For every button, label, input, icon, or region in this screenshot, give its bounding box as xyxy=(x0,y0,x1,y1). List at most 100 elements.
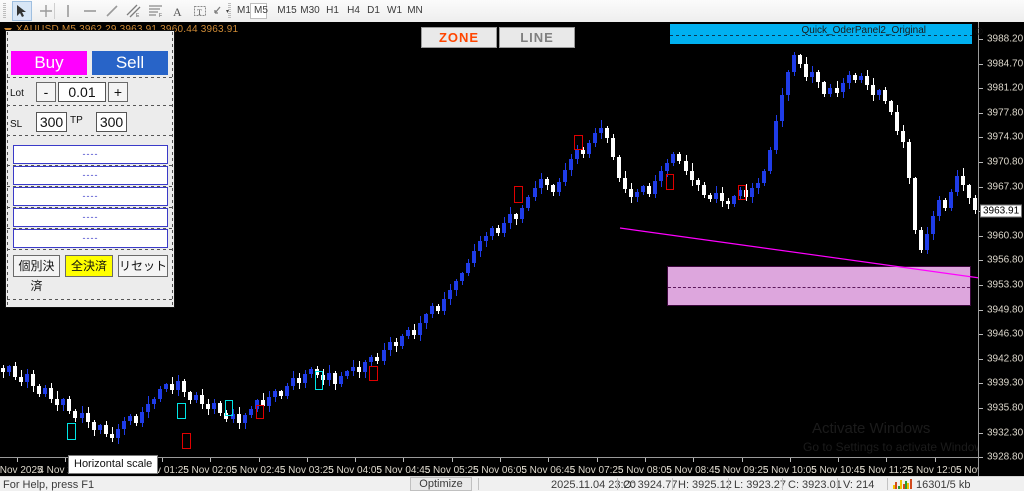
candle-body xyxy=(104,424,108,434)
timeframe-m1[interactable]: M1 xyxy=(237,5,251,16)
candle-body xyxy=(780,95,784,121)
price-tick-label: 3953.30 xyxy=(987,279,1024,291)
candle-body xyxy=(412,329,416,335)
price-tick xyxy=(979,88,983,90)
close-individual-button[interactable]: 個別決済 xyxy=(13,255,60,293)
toolbar-grip-2[interactable] xyxy=(228,3,231,19)
candle-body xyxy=(19,376,23,382)
timeframe-mn[interactable]: MN xyxy=(407,5,423,16)
candle-body xyxy=(508,214,512,223)
timeframe-h1[interactable]: H1 xyxy=(326,5,339,16)
close-all-button[interactable]: 全決済 xyxy=(65,255,113,277)
sell-signal-marker xyxy=(514,186,523,203)
candle-body xyxy=(351,367,355,372)
candle-body xyxy=(418,323,422,335)
timeframe-d1[interactable]: D1 xyxy=(367,5,380,16)
candle-body xyxy=(539,179,543,188)
candle-body xyxy=(164,383,168,389)
candle-body xyxy=(828,87,832,94)
ea-panel-name: Quick_OderPanel2_Original xyxy=(801,25,926,36)
buy-button[interactable]: Buy xyxy=(11,51,87,75)
fibonacci-retracement-icon[interactable]: F xyxy=(146,1,166,21)
price-axis[interactable]: 3988.20 3984.70 3981.20 3977.80 3974.30 3970.… xyxy=(978,22,1024,476)
candle-body xyxy=(182,381,186,392)
tp-input[interactable]: 300 xyxy=(96,112,127,132)
sell-signal-marker xyxy=(738,185,746,200)
time-tick xyxy=(355,458,357,462)
arrows-dropdown-icon[interactable] xyxy=(212,1,232,21)
text-icon[interactable]: A xyxy=(168,1,188,21)
candle-body xyxy=(738,190,742,196)
candle-body xyxy=(255,400,259,410)
main-toolbar: E F A T M1 M5 M15 M30 H1 H4 D1 W1 MN xyxy=(0,0,1024,23)
sl-input[interactable]: 300 xyxy=(36,112,67,132)
candle-body xyxy=(804,64,808,78)
timeframe-m30[interactable]: M30 xyxy=(300,5,320,16)
chart-plot[interactable]: Quick_OderPanel2_Original XAUUSD,M5 3962… xyxy=(0,22,978,476)
price-tick-label: 3977.80 xyxy=(987,107,1024,119)
lot-decrement-button[interactable]: - xyxy=(36,82,56,102)
sell-button[interactable]: Sell xyxy=(92,51,168,75)
lot-increment-button[interactable]: + xyxy=(108,82,128,102)
candle-body xyxy=(37,386,41,394)
timeframe-w1[interactable]: W1 xyxy=(387,5,402,16)
status-separator-3 xyxy=(728,478,729,490)
candle-body xyxy=(520,207,524,220)
candle-body xyxy=(557,181,561,193)
ea-title-strip[interactable] xyxy=(670,24,972,44)
candle-body xyxy=(31,374,35,387)
candle-body xyxy=(913,178,917,231)
equidistant-channel-icon[interactable]: E xyxy=(124,1,144,21)
candle-body xyxy=(943,200,947,208)
candle-body xyxy=(1,367,5,372)
candle-body xyxy=(333,372,337,384)
zone-rectangle[interactable] xyxy=(667,266,971,306)
timeframe-m5[interactable]: M5 xyxy=(250,3,268,19)
timeframe-m15[interactable]: M15 xyxy=(277,5,297,16)
lot-input[interactable]: 0.01 xyxy=(58,82,106,102)
time-tick-label: 4 Nov 23:25 xyxy=(38,465,93,476)
time-tick xyxy=(403,458,405,462)
candle-body xyxy=(708,194,712,199)
candle-body xyxy=(822,81,826,94)
candle-body xyxy=(73,410,77,419)
price-tick-label: 3984.70 xyxy=(987,58,1024,70)
price-tick-label: 3956.80 xyxy=(987,254,1024,266)
ea-smiley-icon[interactable]: ☺ xyxy=(973,24,986,38)
reset-button[interactable]: リセット xyxy=(118,255,168,277)
horizontal-scale-tooltip: Horizontal scale xyxy=(68,455,159,474)
panel-dash-right xyxy=(172,32,173,306)
toolbar-grip[interactable] xyxy=(3,3,6,19)
candle-body xyxy=(865,75,869,86)
candle-body xyxy=(901,130,905,142)
zone-midline xyxy=(668,287,970,288)
line-button[interactable]: LINE xyxy=(499,27,575,48)
time-tick xyxy=(596,458,598,462)
candle-body xyxy=(478,241,482,251)
text-label-icon[interactable]: T xyxy=(190,1,210,21)
panel-divider-2 xyxy=(7,105,173,106)
watermark-line2: Go to Settings to activate Windows. xyxy=(803,440,978,454)
crosshair-icon[interactable] xyxy=(36,1,56,21)
zone-button[interactable]: ZONE xyxy=(421,27,497,48)
vertical-line-icon[interactable] xyxy=(58,1,78,21)
quick-order-panel[interactable]: Buy Sell Lot - 0.01 + SL 300 TP 300 ----… xyxy=(5,30,175,308)
candle-body xyxy=(200,395,204,405)
candle-body xyxy=(925,234,929,251)
candle-body xyxy=(61,399,65,406)
candle-body xyxy=(140,412,144,423)
price-tick-label: 3974.30 xyxy=(987,131,1024,143)
panel-divider-3 xyxy=(7,135,173,136)
time-tick-label: 5 Nov 05:25 xyxy=(424,465,479,476)
sell-signal-marker xyxy=(182,433,191,449)
candle-body xyxy=(792,55,796,73)
horizontal-line-icon[interactable] xyxy=(80,1,100,21)
time-tick-label: 4 Nov 2025 xyxy=(0,465,43,476)
cursor-icon[interactable] xyxy=(12,1,32,21)
candle-body xyxy=(261,400,265,406)
trendline-icon[interactable] xyxy=(102,1,122,21)
chart-area[interactable]: Quick_OderPanel2_Original XAUUSD,M5 3962… xyxy=(0,22,1024,476)
timeframe-h4[interactable]: H4 xyxy=(347,5,360,16)
optimize-drives-button[interactable]: Optimize Drives xyxy=(410,477,472,491)
